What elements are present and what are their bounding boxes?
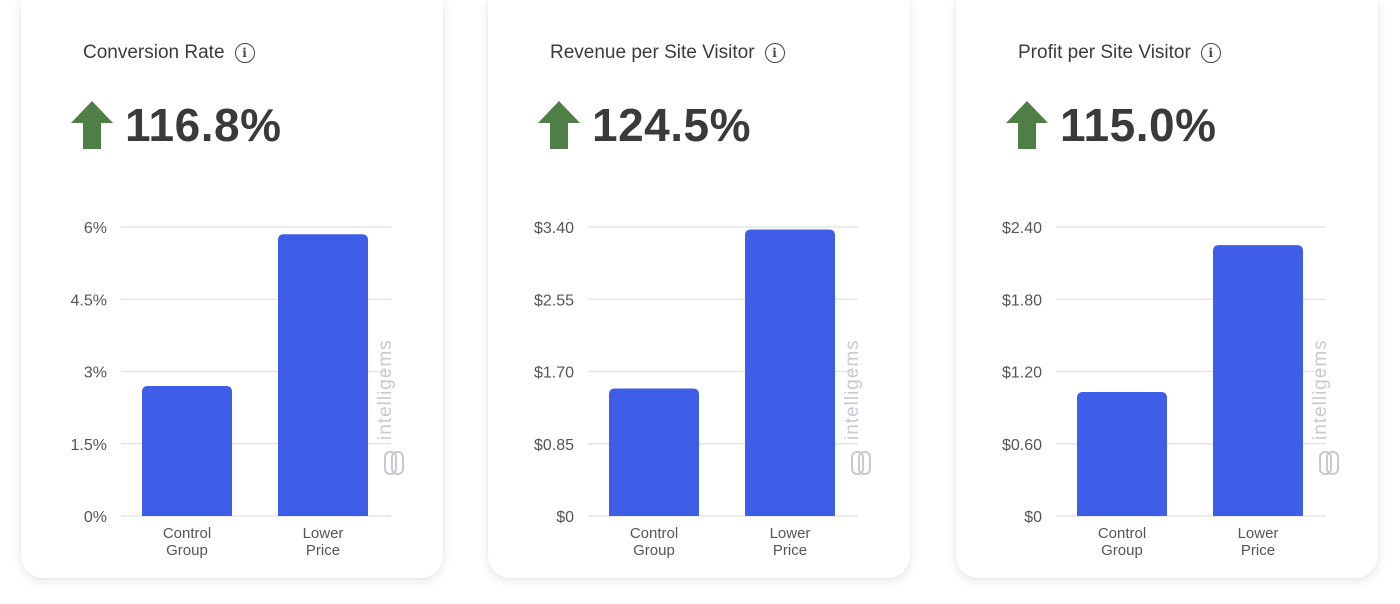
metric-change: 124.5% <box>538 98 751 152</box>
watermark: intelligems <box>375 339 396 440</box>
metric-change: 116.8% <box>71 98 281 152</box>
change-value: 115.0% <box>1060 99 1217 151</box>
card-title-text: Conversion Rate <box>83 42 225 63</box>
change-value: 116.8% <box>125 99 282 151</box>
card-title: Revenue per Site Visitor i <box>550 42 785 64</box>
y-tick-label: $0 <box>556 509 574 526</box>
x-category-label: Control <box>163 525 211 542</box>
info-icon[interactable]: i <box>234 43 255 63</box>
profit-per-visitor-card: Profit per Site Visitor i 115.0% $0 $0.60… <box>956 0 1378 578</box>
x-category-label: Control <box>1098 525 1146 542</box>
y-tick-label: 3% <box>84 365 107 382</box>
bar <box>1077 391 1167 516</box>
card-title: Conversion Rate i <box>83 42 255 64</box>
y-tick-label: $0.60 <box>1002 437 1042 454</box>
bar <box>278 234 368 516</box>
bar-chart: $0 $0.85 $1.70 $2.55 $3.40 intelligems Control… <box>534 220 871 559</box>
y-tick-label: 0% <box>84 509 107 526</box>
y-tick-label: $2.40 <box>1002 220 1042 237</box>
bar <box>142 385 232 516</box>
y-tick-label: 6% <box>84 220 107 237</box>
x-category-label: Control <box>630 525 678 542</box>
x-category-label: Lower <box>303 525 344 542</box>
watermark-logo-icon <box>384 451 404 475</box>
card-title-text: Profit per Site Visitor <box>1018 42 1191 63</box>
x-category-label: Group <box>166 542 208 559</box>
card-title: Profit per Site Visitor i <box>1018 42 1221 64</box>
revenue-per-visitor-card: Revenue per Site Visitor i 124.5% $0 $0.8… <box>488 0 910 578</box>
y-tick-label: $1.70 <box>534 365 574 382</box>
x-category-label: Lower <box>1238 525 1279 542</box>
x-category-label: Lower <box>770 525 811 542</box>
x-category-label: Group <box>1101 542 1143 559</box>
y-tick-label: $3.40 <box>534 220 574 237</box>
watermark: intelligems <box>1310 339 1331 440</box>
card-title-text: Revenue per Site Visitor <box>550 42 755 63</box>
bar <box>609 388 699 516</box>
y-tick-label: $1.20 <box>1002 365 1042 382</box>
info-icon[interactable]: i <box>764 43 785 63</box>
x-category-label: Price <box>773 542 807 559</box>
y-tick-label: 1.5% <box>71 437 107 454</box>
change-value: 124.5% <box>592 99 752 151</box>
bar <box>745 229 835 517</box>
y-tick-label: $2.55 <box>534 292 574 309</box>
info-icon[interactable]: i <box>1200 43 1221 63</box>
conversion-rate-card: Conversion Rate i 116.8% 0% 1.5% 3% 4.5% 6% i… <box>21 0 443 578</box>
x-category-label: Price <box>1241 542 1275 559</box>
arrow-up-icon <box>1006 101 1048 149</box>
x-category-label: Group <box>633 542 675 559</box>
arrow-up-icon <box>71 101 113 149</box>
watermark-logo-icon <box>1319 451 1339 475</box>
y-tick-label: $0.85 <box>534 437 574 454</box>
watermark-logo-icon <box>851 451 871 475</box>
watermark: intelligems <box>842 339 863 440</box>
bar-chart: $0 $0.60 $1.20 $1.80 $2.40 intelligems Control… <box>1002 220 1339 559</box>
y-tick-label: $0 <box>1024 509 1042 526</box>
arrow-up-icon <box>538 101 580 149</box>
y-tick-label: $1.80 <box>1002 292 1042 309</box>
metric-change: 115.0% <box>1006 98 1216 152</box>
y-tick-label: 4.5% <box>71 292 107 309</box>
x-category-label: Price <box>306 542 340 559</box>
bar <box>1213 245 1303 516</box>
